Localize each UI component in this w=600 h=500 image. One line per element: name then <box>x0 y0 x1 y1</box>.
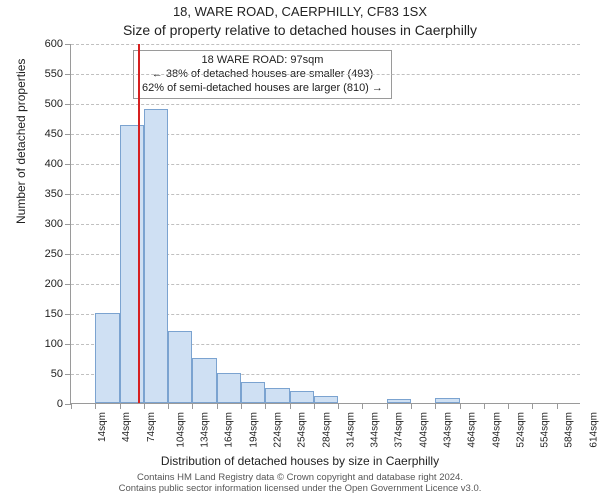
x-tick <box>460 403 461 409</box>
x-tick-label: 404sqm <box>418 412 429 448</box>
x-tick <box>217 403 218 409</box>
footer-line-2: Contains public sector information licen… <box>0 483 600 494</box>
x-tick-label: 14sqm <box>97 412 108 442</box>
x-tick-label: 284sqm <box>321 412 332 448</box>
footer-line-1: Contains HM Land Registry data © Crown c… <box>0 472 600 483</box>
y-tick <box>65 104 71 105</box>
x-tick <box>71 403 72 409</box>
plot-area: 18 WARE ROAD: 97sqm ← 38% of detached ho… <box>70 44 580 404</box>
x-tick-label: 464sqm <box>467 412 478 448</box>
x-tick <box>192 403 193 409</box>
address-line: 18, WARE ROAD, CAERPHILLY, CF83 1SX <box>0 4 600 19</box>
x-tick-label: 134sqm <box>200 412 211 448</box>
y-tick-label: 350 <box>45 188 63 200</box>
x-tick-label: 554sqm <box>540 412 551 448</box>
y-tick <box>65 284 71 285</box>
histogram-bar <box>168 331 192 403</box>
x-tick-label: 434sqm <box>443 412 454 448</box>
chart-title: Size of property relative to detached ho… <box>0 22 600 38</box>
histogram-bar <box>387 399 411 403</box>
x-tick-label: 524sqm <box>515 412 526 448</box>
reference-line <box>138 44 140 403</box>
y-tick <box>65 164 71 165</box>
x-tick <box>484 403 485 409</box>
x-tick <box>265 403 266 409</box>
y-tick <box>65 44 71 45</box>
x-tick <box>557 403 558 409</box>
x-tick <box>532 403 533 409</box>
histogram-bar <box>217 373 241 403</box>
y-tick-label: 200 <box>45 278 63 290</box>
chart-container: 18, WARE ROAD, CAERPHILLY, CF83 1SX Size… <box>0 0 600 500</box>
y-tick <box>65 74 71 75</box>
x-tick-label: 314sqm <box>345 412 356 448</box>
y-tick-label: 100 <box>45 338 63 350</box>
y-tick-label: 250 <box>45 248 63 260</box>
x-tick <box>120 403 121 409</box>
x-tick <box>411 403 412 409</box>
histogram-bar <box>120 125 144 403</box>
y-tick <box>65 194 71 195</box>
x-tick <box>387 403 388 409</box>
x-tick-label: 44sqm <box>121 412 132 442</box>
x-tick-label: 494sqm <box>491 412 502 448</box>
x-tick <box>144 403 145 409</box>
y-tick <box>65 224 71 225</box>
x-tick-label: 224sqm <box>273 412 284 448</box>
histogram-bar <box>314 396 338 403</box>
histogram-bar <box>435 398 459 403</box>
histogram-bar <box>241 382 265 403</box>
x-tick <box>338 403 339 409</box>
x-tick-label: 344sqm <box>370 412 381 448</box>
histogram-bar <box>290 391 314 403</box>
footer-text: Contains HM Land Registry data © Crown c… <box>0 472 600 495</box>
x-tick-label: 374sqm <box>394 412 405 448</box>
y-tick-label: 600 <box>45 38 63 50</box>
y-tick <box>65 254 71 255</box>
x-tick <box>168 403 169 409</box>
annotation-line-1: 18 WARE ROAD: 97sqm <box>142 54 383 68</box>
grid-line <box>71 44 580 45</box>
x-tick <box>241 403 242 409</box>
x-tick-label: 104sqm <box>175 412 186 448</box>
x-tick <box>314 403 315 409</box>
y-tick-label: 50 <box>51 368 63 380</box>
y-tick-label: 550 <box>45 68 63 80</box>
y-tick <box>65 374 71 375</box>
y-tick-label: 150 <box>45 308 63 320</box>
histogram-bar <box>192 358 216 403</box>
x-tick-label: 254sqm <box>297 412 308 448</box>
y-tick-label: 500 <box>45 98 63 110</box>
histogram-bar <box>265 388 289 403</box>
y-tick <box>65 134 71 135</box>
grid-line <box>71 74 580 75</box>
x-axis-label: Distribution of detached houses by size … <box>0 454 600 468</box>
x-tick <box>95 403 96 409</box>
y-tick-label: 450 <box>45 128 63 140</box>
annotation-line-3: 62% of semi-detached houses are larger (… <box>142 82 383 96</box>
x-tick-label: 194sqm <box>248 412 259 448</box>
x-tick <box>508 403 509 409</box>
x-tick-label: 584sqm <box>564 412 575 448</box>
x-tick <box>435 403 436 409</box>
x-tick <box>362 403 363 409</box>
x-tick-label: 74sqm <box>146 412 157 442</box>
histogram-bar <box>144 109 168 403</box>
x-tick-label: 614sqm <box>588 412 599 448</box>
y-tick-label: 0 <box>57 398 63 410</box>
y-tick-label: 300 <box>45 218 63 230</box>
y-tick-label: 400 <box>45 158 63 170</box>
x-tick-label: 164sqm <box>224 412 235 448</box>
y-tick <box>65 314 71 315</box>
y-axis-label: Number of detached properties <box>14 59 28 224</box>
y-tick <box>65 344 71 345</box>
grid-line <box>71 104 580 105</box>
x-tick <box>290 403 291 409</box>
histogram-bar <box>95 313 119 403</box>
